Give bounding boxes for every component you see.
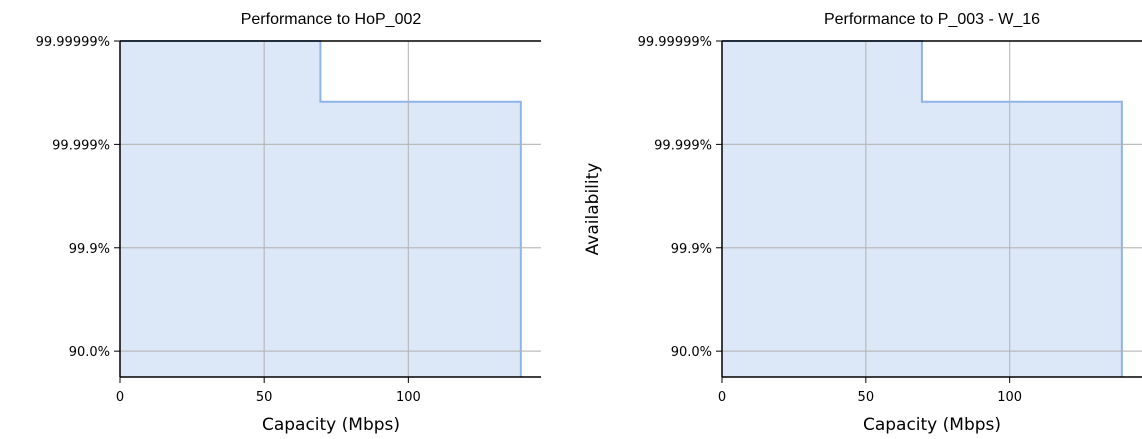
x-tick-label: 0	[116, 390, 124, 405]
y-tick-label: 99.9%	[69, 242, 110, 257]
chart-panel-2: Performance to P_003 - W_16 Capacity (Mb…	[583, 11, 1142, 435]
y-tick-label: 99.99999%	[638, 35, 712, 50]
plot-area: 0 50 100 99.99999% 99.999% 99.9% 90.0%	[36, 35, 541, 405]
series-area	[120, 41, 521, 377]
y-tick-label: 99.9%	[671, 242, 712, 257]
y-tick-label: 90.0%	[69, 345, 110, 360]
x-tick-label: 100	[396, 390, 421, 405]
y-tick-label: 99.999%	[52, 138, 110, 153]
chart-title: Performance to P_003 - W_16	[824, 11, 1040, 28]
chart-title: Performance to HoP_002	[241, 11, 422, 28]
y-axis-label: Availability	[583, 163, 603, 256]
chart-panel-1: Performance to HoP_002 Capacity (Mbps) 0…	[36, 11, 541, 435]
y-tick-label: 90.0%	[671, 345, 712, 360]
x-axis-label: Capacity (Mbps)	[863, 415, 1001, 435]
y-tick-label: 99.99999%	[36, 35, 110, 50]
series-area	[722, 41, 1122, 377]
x-tick-label: 50	[858, 390, 875, 405]
x-tick-label: 50	[256, 390, 273, 405]
plot-area: 0 50 100 99.99999% 99.999% 99.9% 90.0%	[638, 35, 1142, 405]
x-tick-label: 100	[997, 390, 1022, 405]
x-axis-label: Capacity (Mbps)	[262, 415, 400, 435]
y-tick-label: 99.999%	[654, 138, 712, 153]
x-tick-label: 0	[718, 390, 726, 405]
